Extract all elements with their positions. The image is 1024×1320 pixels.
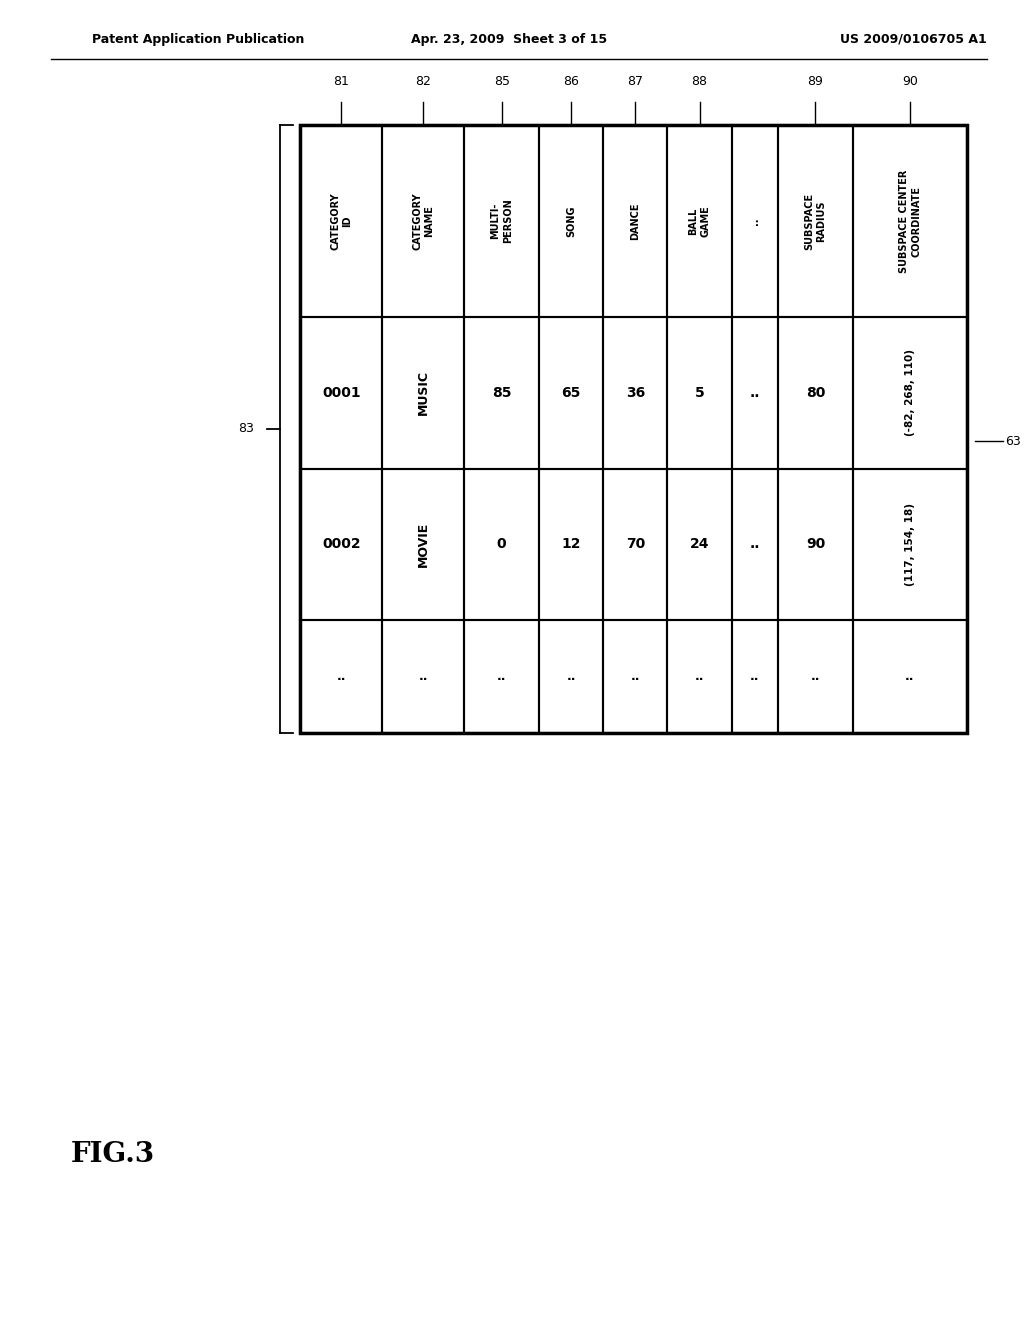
Text: 89: 89 [808, 75, 823, 88]
Bar [603, 317, 668, 469]
Text: Apr. 23, 2009  Sheet 3 of 15: Apr. 23, 2009 Sheet 3 of 15 [411, 33, 607, 46]
Text: SUBSPACE
RADIUS: SUBSPACE RADIUS [804, 193, 826, 249]
Text: 0: 0 [497, 537, 507, 552]
Bar [668, 469, 731, 620]
Text: SUBSPACE CENTER
COORDINATE: SUBSPACE CENTER COORDINATE [899, 169, 921, 273]
Bar [464, 469, 539, 620]
Bar [603, 469, 668, 620]
Text: US 2009/0106705 A1: US 2009/0106705 A1 [841, 33, 987, 46]
Text: ..: .. [694, 671, 705, 682]
Text: ..: .. [337, 671, 346, 682]
Text: ..: .. [750, 671, 760, 682]
Bar [382, 469, 464, 620]
Text: 85: 85 [492, 385, 511, 400]
Text: ..: .. [566, 671, 575, 682]
Text: 82: 82 [416, 75, 431, 88]
Text: 24: 24 [690, 537, 710, 552]
Text: DANCE: DANCE [631, 202, 640, 240]
Bar [731, 125, 778, 317]
Text: 87: 87 [628, 75, 643, 88]
Bar [300, 125, 967, 733]
Text: 36: 36 [626, 385, 645, 400]
Bar [539, 620, 603, 733]
Bar [603, 620, 668, 733]
Bar [778, 469, 853, 620]
Bar [778, 317, 853, 469]
Text: 0002: 0002 [322, 537, 360, 552]
Text: 90: 90 [806, 537, 825, 552]
Bar [853, 620, 967, 733]
Text: 63: 63 [1006, 434, 1021, 447]
Text: CATEGORY
NAME: CATEGORY NAME [412, 193, 434, 249]
Bar [300, 125, 382, 317]
Text: MULTI-
PERSON: MULTI- PERSON [490, 199, 513, 243]
Text: 88: 88 [691, 75, 708, 88]
Bar [464, 620, 539, 733]
Bar [382, 317, 464, 469]
Text: (117, 154, 18): (117, 154, 18) [905, 503, 914, 586]
Text: 83: 83 [239, 422, 254, 436]
Text: ..: .. [631, 671, 640, 682]
Bar [539, 125, 603, 317]
Text: 85: 85 [494, 75, 510, 88]
Bar [300, 469, 382, 620]
Text: ..: .. [750, 385, 760, 400]
Text: 90: 90 [902, 75, 918, 88]
Bar [731, 469, 778, 620]
Text: MOVIE: MOVIE [417, 521, 430, 568]
Text: 80: 80 [806, 385, 825, 400]
Bar [603, 125, 668, 317]
Text: ..: .. [419, 671, 428, 682]
Text: Patent Application Publication: Patent Application Publication [91, 33, 304, 46]
Bar [539, 317, 603, 469]
Bar [668, 317, 731, 469]
Text: 0001: 0001 [322, 385, 360, 400]
Bar [464, 317, 539, 469]
Text: 86: 86 [563, 75, 580, 88]
Text: ..: .. [750, 218, 760, 224]
Bar [382, 125, 464, 317]
Text: MUSIC: MUSIC [417, 370, 430, 416]
Bar [853, 469, 967, 620]
Bar [668, 620, 731, 733]
Text: BALL
GAME: BALL GAME [688, 205, 711, 238]
Text: 81: 81 [333, 75, 349, 88]
Text: ..: .. [497, 671, 507, 682]
Bar [853, 125, 967, 317]
Text: (-82, 268, 110): (-82, 268, 110) [905, 350, 914, 436]
Bar [668, 125, 731, 317]
Bar [731, 620, 778, 733]
Text: ..: .. [905, 671, 914, 682]
Text: FIG.3: FIG.3 [72, 1142, 156, 1168]
Bar [853, 317, 967, 469]
Text: 65: 65 [561, 385, 581, 400]
Bar [300, 620, 382, 733]
Bar [778, 125, 853, 317]
Bar [778, 620, 853, 733]
Bar [731, 317, 778, 469]
Text: 5: 5 [694, 385, 705, 400]
Bar [382, 620, 464, 733]
Text: 70: 70 [626, 537, 645, 552]
Text: 12: 12 [561, 537, 581, 552]
Bar [539, 469, 603, 620]
Text: CATEGORY
ID: CATEGORY ID [330, 193, 352, 249]
Text: ..: .. [811, 671, 820, 682]
Bar [300, 317, 382, 469]
Text: ..: .. [750, 537, 760, 552]
Text: SONG: SONG [566, 206, 577, 236]
Bar [464, 125, 539, 317]
